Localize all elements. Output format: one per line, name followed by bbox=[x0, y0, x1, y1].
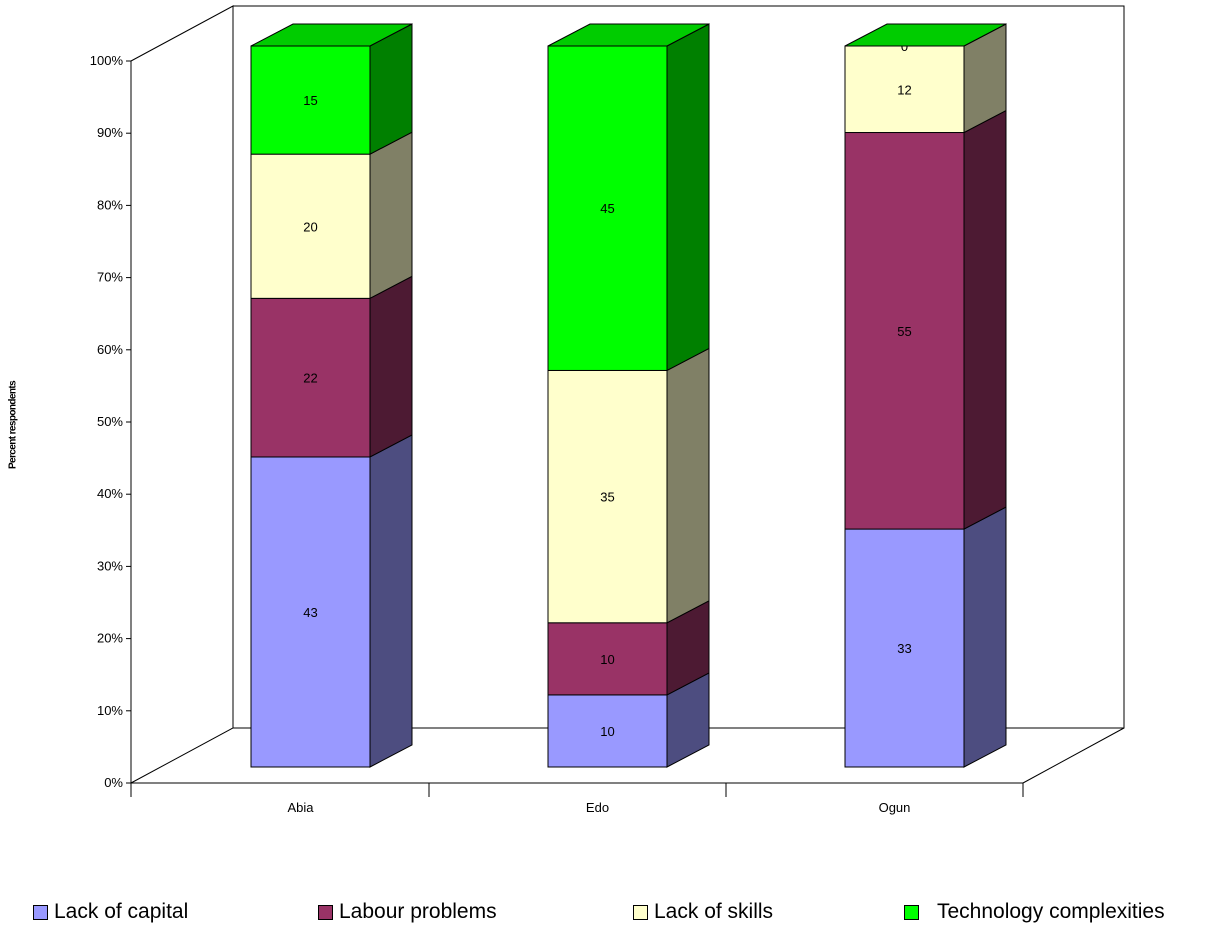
data-label-ogun-lack-of-skills: 12 bbox=[897, 82, 911, 97]
y-axis-label: Percent respondents bbox=[7, 380, 19, 470]
y-tick-label: 10% bbox=[97, 703, 123, 718]
legend-swatch-lack-of-capital bbox=[33, 904, 48, 920]
data-label-edo-labour-problems: 10 bbox=[600, 652, 614, 667]
bar-top-abia bbox=[250, 23, 413, 47]
legend: Lack of capital Labour problems Lack of … bbox=[28, 900, 1215, 940]
data-label-ogun-labour-problems: 55 bbox=[897, 324, 911, 339]
x-tick-label-edo: Edo bbox=[586, 800, 609, 815]
bar-edo-labour-problems bbox=[547, 622, 668, 696]
data-label-edo-lack-of-capital: 10 bbox=[600, 724, 614, 739]
bar-side-abia-labour-problems bbox=[369, 275, 413, 458]
bar-ogun-labour-problems bbox=[844, 132, 965, 530]
data-label-abia-lack-of-skills: 20 bbox=[303, 219, 317, 234]
data-label-edo-lack-of-skills: 35 bbox=[600, 490, 614, 505]
legend-item-lack-of-skills: Lack of skills bbox=[633, 900, 773, 924]
bar-side-edo-lack-of-skills bbox=[666, 347, 710, 624]
y-tick-label: 0% bbox=[104, 775, 123, 790]
y-tick-label: 50% bbox=[97, 414, 123, 429]
y-tick-label: 20% bbox=[97, 631, 123, 646]
legend-swatch-technology-complexities bbox=[904, 904, 919, 920]
bar-top-ogun bbox=[844, 23, 1007, 47]
y-tick-label: 80% bbox=[97, 197, 123, 212]
y-tick-label: 90% bbox=[97, 125, 123, 140]
bar-top-edo bbox=[547, 23, 710, 47]
bar-side-abia-lack-of-capital bbox=[369, 434, 413, 768]
x-tick-label-ogun: Ogun bbox=[879, 800, 911, 815]
legend-swatch-labour-problems bbox=[318, 904, 333, 920]
floor-edge bbox=[1022, 727, 1125, 784]
data-label-edo-technology-complexities: 45 bbox=[600, 201, 614, 216]
legend-swatch-lack-of-skills bbox=[633, 904, 648, 920]
bar-side-ogun-labour-problems bbox=[963, 109, 1007, 530]
bar-ogun-lack-of-capital bbox=[844, 528, 965, 768]
data-label-abia-labour-problems: 22 bbox=[303, 371, 317, 386]
legend-label-lack-of-capital: Lack of capital bbox=[54, 900, 189, 923]
legend-label-labour-problems: Labour problems bbox=[339, 900, 497, 923]
bar-side-edo-technology-complexities bbox=[666, 23, 710, 372]
bar-edo-lack-of-capital bbox=[547, 694, 668, 768]
bar-side-ogun-lack-of-capital bbox=[963, 506, 1007, 768]
bar-edo-lack-of-skills bbox=[547, 369, 668, 624]
legend-item-technology-complexities: Technology complexities bbox=[904, 900, 1165, 924]
y-tick-label: 40% bbox=[97, 486, 123, 501]
y-tick-label: 60% bbox=[97, 342, 123, 357]
x-tick-label-abia: Abia bbox=[287, 800, 314, 815]
legend-label-lack-of-skills: Lack of skills bbox=[654, 900, 774, 923]
legend-item-lack-of-capital: Lack of capital bbox=[33, 900, 188, 924]
data-label-abia-technology-complexities: 15 bbox=[303, 93, 317, 108]
bar-side-abia-lack-of-skills bbox=[369, 131, 413, 300]
bar-ogun-lack-of-skills bbox=[844, 45, 965, 134]
data-label-ogun-lack-of-capital: 33 bbox=[897, 641, 911, 656]
data-label-abia-lack-of-capital: 43 bbox=[303, 605, 317, 620]
legend-item-labour-problems: Labour problems bbox=[318, 900, 497, 924]
y-tick-label: 70% bbox=[97, 270, 123, 285]
y-tick-label: 100% bbox=[90, 53, 124, 68]
bar-side-abia-technology-complexities bbox=[369, 23, 413, 155]
legend-label-technology-complexities: Technology complexities bbox=[937, 900, 1165, 923]
y-tick-label: 30% bbox=[97, 558, 123, 573]
side-wall bbox=[130, 5, 234, 784]
bar-abia-technology-complexities bbox=[250, 45, 371, 155]
